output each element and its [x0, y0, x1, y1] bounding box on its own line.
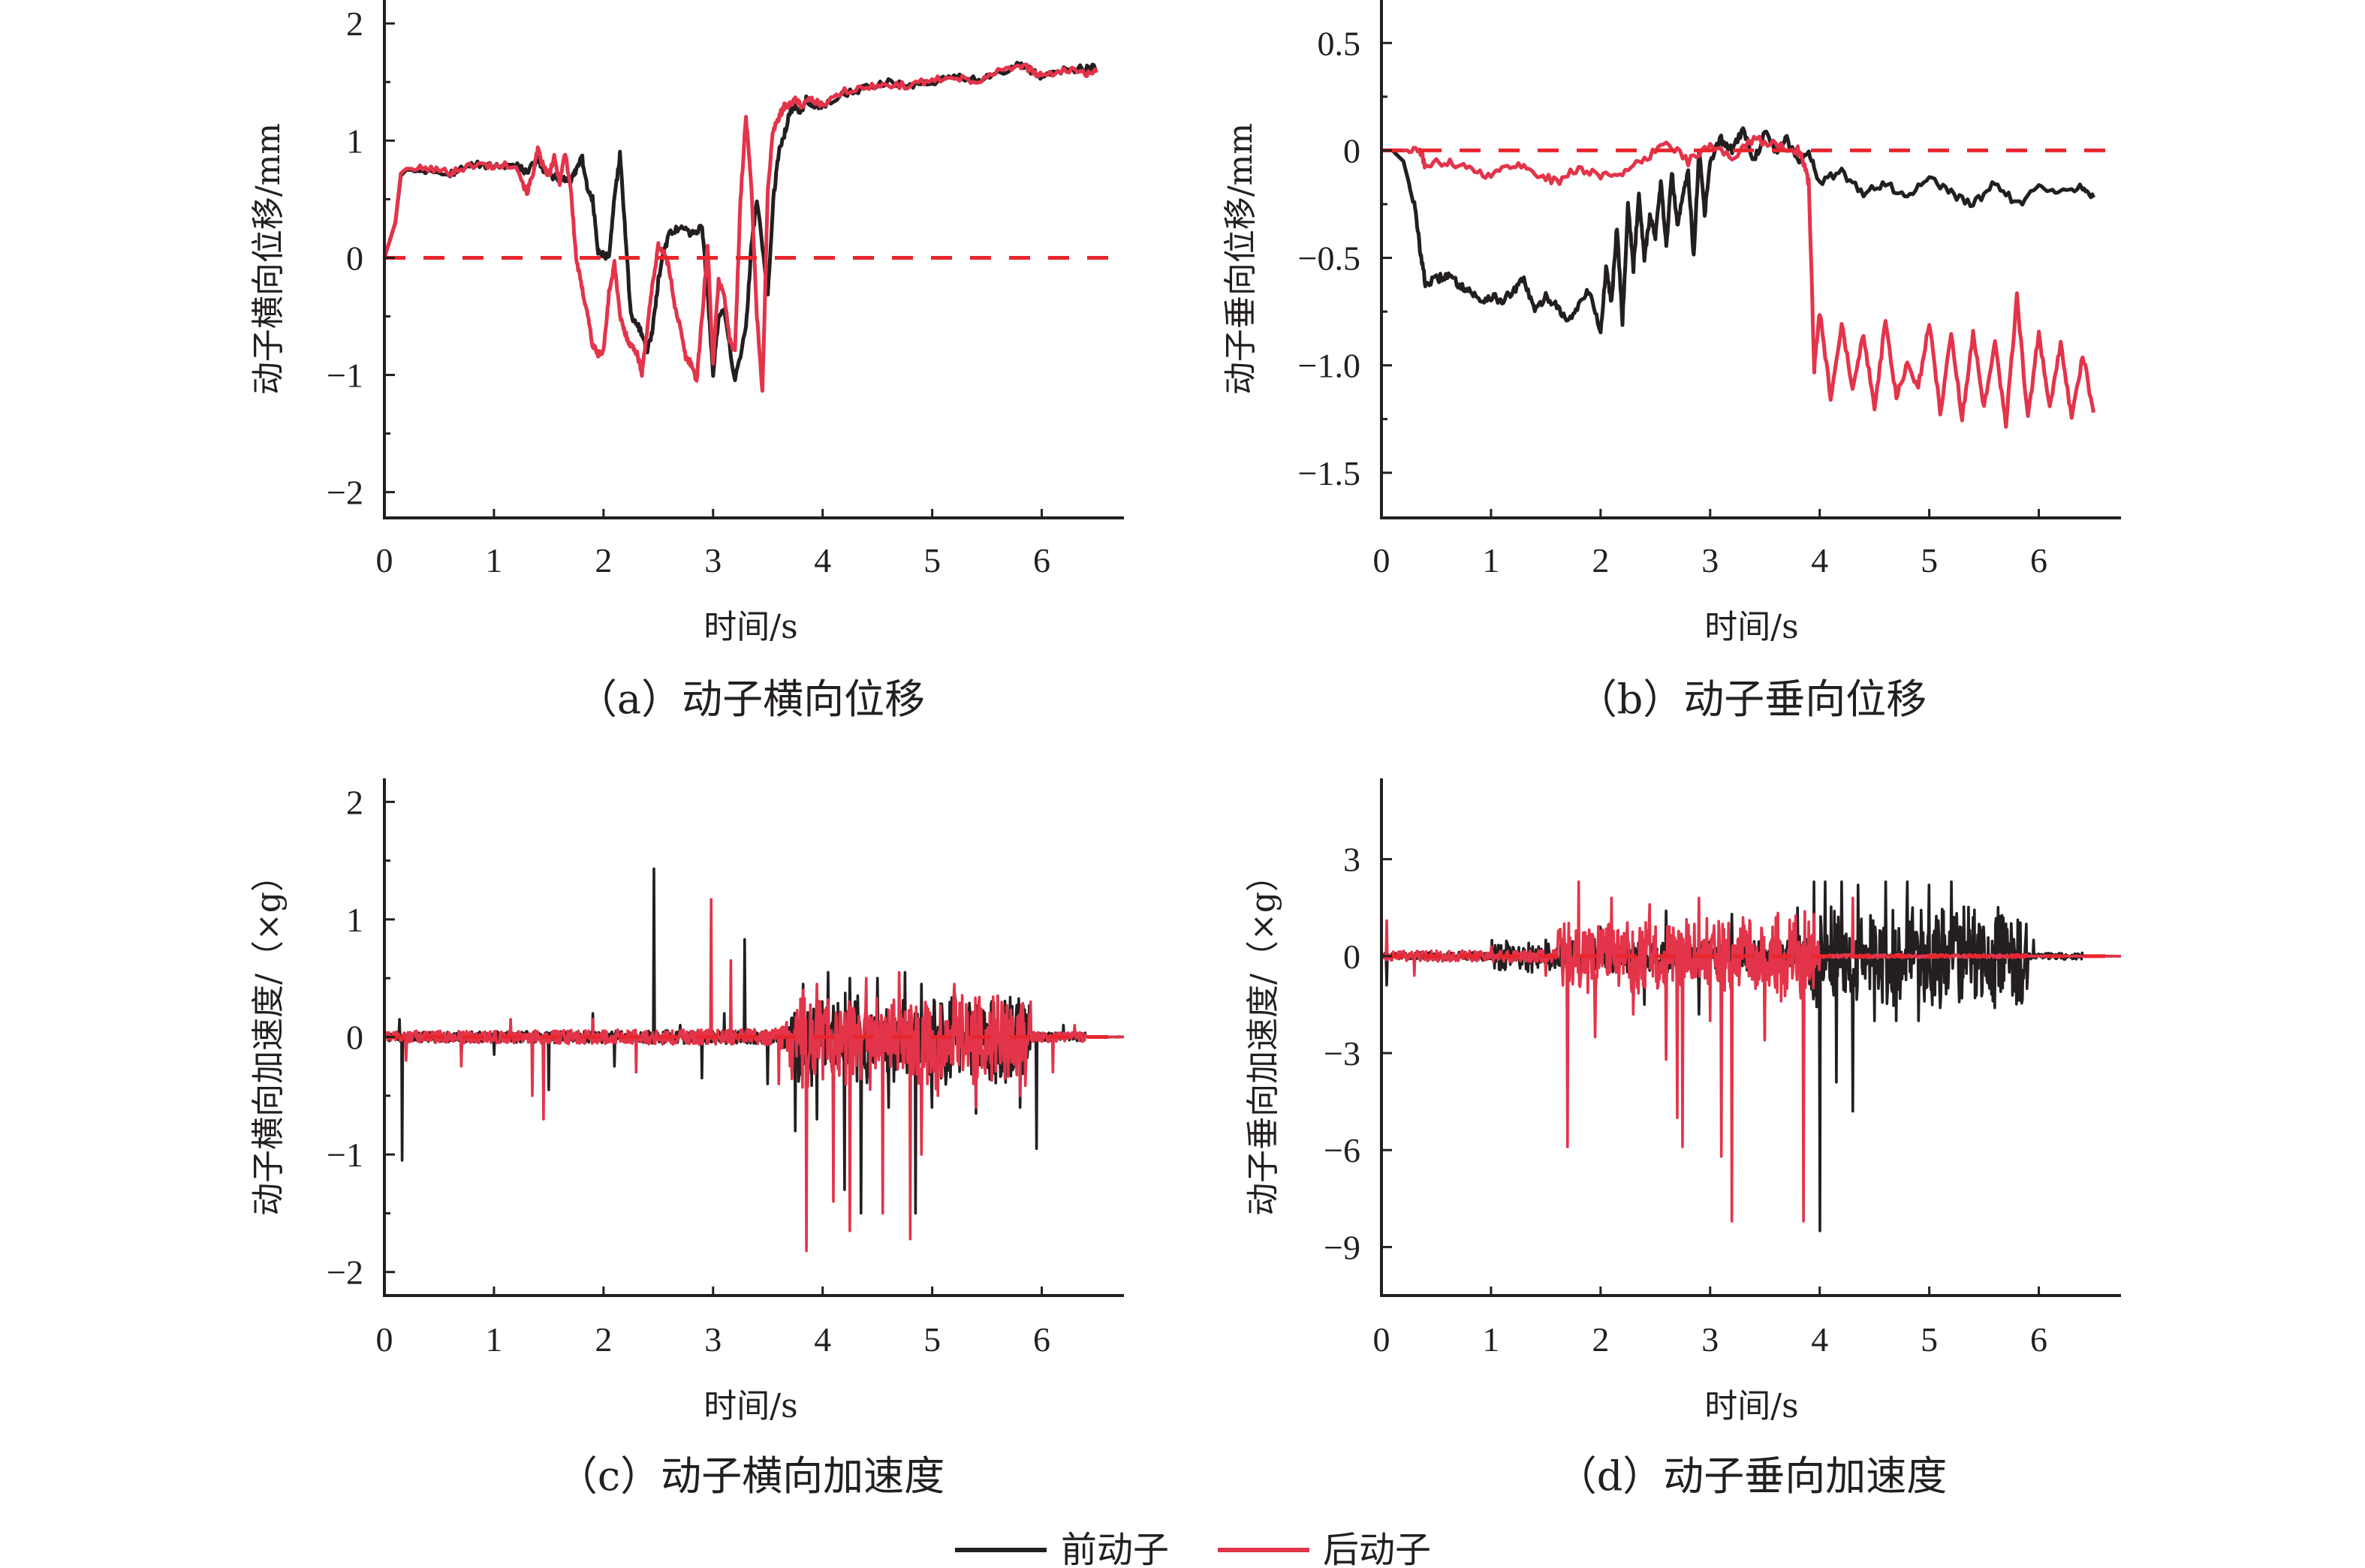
x-tick-label: 0	[1373, 541, 1390, 579]
x-tick-label: 6	[1033, 541, 1050, 579]
y-tick-label: −2	[327, 474, 363, 512]
y-tick-label: 2	[346, 783, 363, 821]
x-tick-label: 2	[1592, 1320, 1609, 1359]
legend-label-rear: 后动子	[1323, 1529, 1431, 1568]
y-axis-title: 动子横向加速度/（×g）	[249, 859, 288, 1216]
y-tick-label: 0	[346, 1019, 363, 1057]
y-tick-label: −1	[327, 1136, 363, 1174]
x-tick-label: 3	[1701, 541, 1719, 579]
x-tick-label: 2	[1592, 541, 1609, 579]
x-tick-label: 6	[1033, 1320, 1050, 1359]
panel-caption: （d）动子垂向加速度	[1556, 1452, 1948, 1500]
series-line-rear	[1381, 134, 2095, 429]
plot-lines	[1380, 880, 2122, 1232]
x-tick-label: 5	[1921, 1320, 1938, 1359]
x-tick-label: 2	[595, 541, 612, 579]
panel-a-lateral-displacement: 0 1 2 3 4 5 6 −2 −1 0 1 2 时间/s 动子横向位移/mm （a）动子横向位移	[249, 0, 1124, 723]
x-axis-title: 时间/s	[703, 608, 797, 646]
panel-caption: （a）动子横向位移	[577, 676, 925, 723]
x-tick-label: 0	[376, 1320, 393, 1359]
y-tick-label: −0.5	[1298, 239, 1360, 278]
y-tick-label: −6	[1324, 1131, 1360, 1169]
x-tick-label: 4	[1811, 1320, 1828, 1359]
axes: 0 1 2 3 4 5 6 −1.5 −1.0 −0.5 0 0.5	[1298, 0, 2121, 579]
panel-caption: （c）动子横向加速度	[557, 1452, 944, 1500]
x-tick-label: 6	[2030, 541, 2047, 579]
x-tick-label: 0	[376, 541, 393, 579]
x-tick-label: 1	[485, 541, 502, 579]
axes: 0 1 2 3 4 5 6 −2 −1 0 1 2	[327, 778, 1124, 1359]
y-axis-title: 动子垂向加速度/（×g）	[1244, 859, 1282, 1216]
y-tick-label: 0	[346, 239, 363, 277]
x-tick-label: 5	[923, 1320, 941, 1359]
panel-caption: （b）动子垂向位移	[1577, 676, 1927, 723]
plot-lines	[382, 61, 1120, 393]
y-tick-label: 3	[1343, 841, 1360, 879]
series-line-rear	[383, 898, 1125, 1253]
y-tick-label: −9	[1324, 1228, 1360, 1266]
series-line-rear	[382, 62, 1098, 393]
x-axis-title: 时间/s	[1704, 1387, 1798, 1425]
y-tick-label: 1	[346, 901, 363, 939]
plot-lines	[1381, 126, 2117, 429]
y-tick-label: −2	[327, 1253, 363, 1292]
axes: 0 1 2 3 4 5 6 −9 −6 −3 0 3	[1324, 778, 2121, 1359]
x-tick-label: 3	[704, 1320, 722, 1359]
y-tick-label: 1	[346, 122, 363, 160]
x-tick-label: 3	[1701, 1320, 1719, 1359]
y-tick-label: −1.0	[1298, 347, 1360, 385]
y-tick-label: −1.5	[1298, 454, 1360, 492]
y-tick-label: 2	[346, 5, 363, 43]
y-tick-label: 0.5	[1318, 24, 1361, 62]
x-axis-title: 时间/s	[1704, 608, 1798, 646]
x-tick-label: 1	[1482, 541, 1499, 579]
plot-lines	[383, 867, 1125, 1253]
panel-b-vertical-displacement: 0 1 2 3 4 5 6 −1.5 −1.0 −0.5 0 0.5 时间/s 动子垂向位移/mm （…	[1222, 0, 2121, 723]
y-tick-label: 0	[1343, 937, 1360, 976]
y-axis-title: 动子垂向位移/mm	[1222, 123, 1260, 395]
x-tick-label: 0	[1373, 1320, 1390, 1359]
x-axis-title: 时间/s	[703, 1387, 797, 1425]
y-tick-label: −3	[1324, 1034, 1360, 1073]
y-tick-label: −1	[327, 357, 363, 395]
x-tick-label: 4	[814, 1320, 831, 1359]
axes: 0 1 2 3 4 5 6 −2 −1 0 1 2	[327, 0, 1124, 579]
panel-c-lateral-acceleration: 0 1 2 3 4 5 6 −2 −1 0 1 2 时间/s 动子横向加速度/（×g） （c）动子横向…	[249, 778, 1125, 1500]
series-line-front	[1381, 126, 2095, 335]
x-tick-label: 3	[704, 541, 722, 579]
legend: 前动子 后动子	[955, 1529, 1431, 1568]
y-axis-title: 动子横向位移/mm	[249, 123, 288, 395]
x-tick-label: 5	[923, 541, 941, 579]
x-tick-label: 4	[1811, 541, 1828, 579]
legend-label-front: 前动子	[1061, 1529, 1169, 1568]
x-tick-label: 1	[1482, 1320, 1499, 1359]
x-tick-label: 6	[2030, 1320, 2047, 1359]
x-tick-label: 1	[485, 1320, 502, 1359]
panel-d-vertical-acceleration: 0 1 2 3 4 5 6 −9 −6 −3 0 3 时间/s 动子垂向加速度/（×g） （d）动子垂…	[1244, 778, 2122, 1500]
x-tick-label: 2	[595, 1320, 612, 1359]
x-tick-label: 5	[1921, 541, 1938, 579]
y-tick-label: 0	[1343, 131, 1360, 170]
x-tick-label: 4	[814, 541, 831, 579]
